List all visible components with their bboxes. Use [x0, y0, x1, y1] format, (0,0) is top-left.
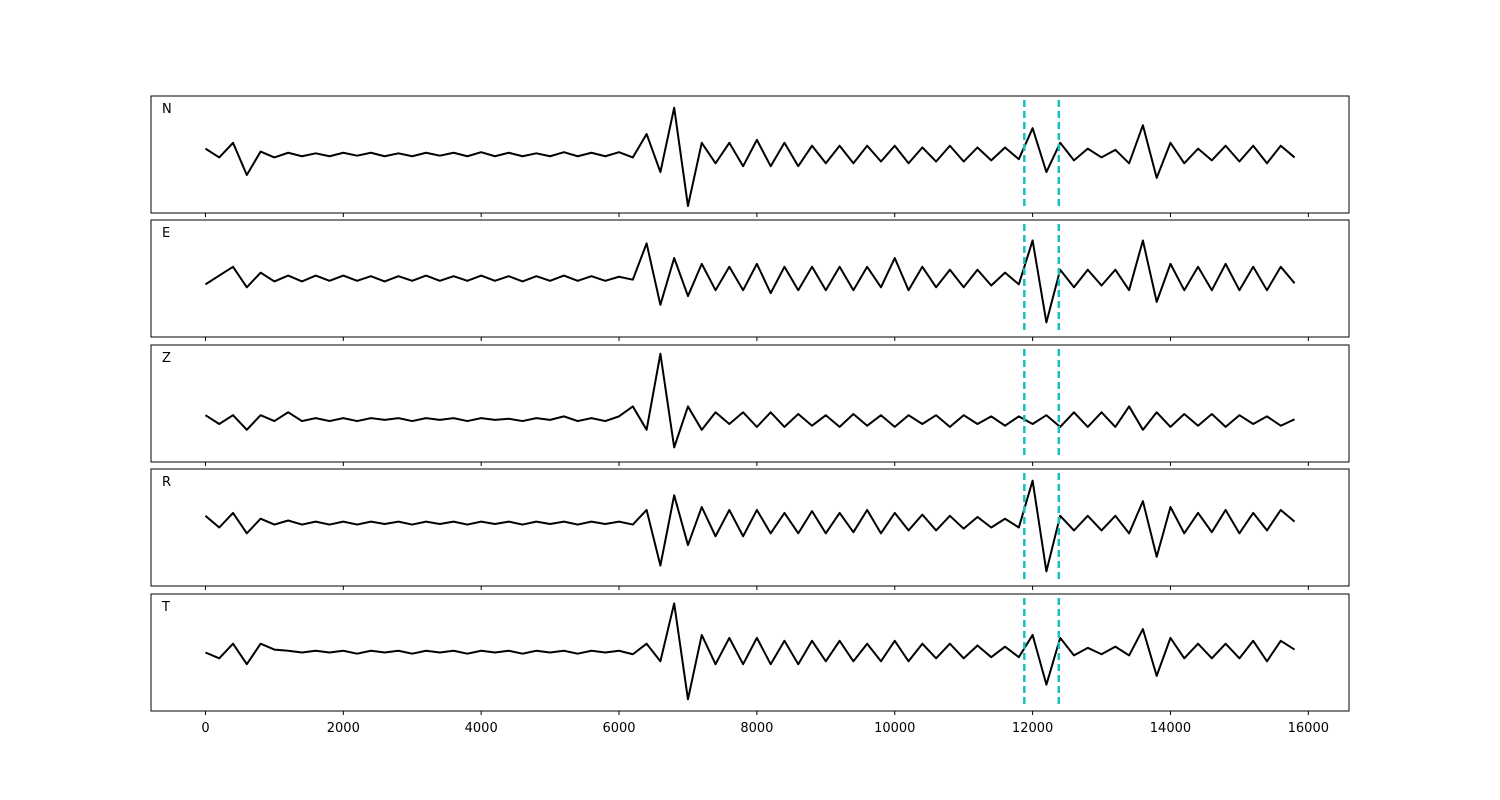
x-tick-label: 14000	[1150, 721, 1191, 736]
panel-frame	[150, 95, 1350, 214]
x-tick-label: 4000	[465, 721, 498, 736]
panel-frame	[150, 344, 1350, 463]
x-tick-label: 6000	[602, 721, 635, 736]
x-tick-label: 0	[201, 721, 209, 736]
x-tick-label: 16000	[1288, 721, 1329, 736]
x-tick-label: 12000	[1012, 721, 1053, 736]
trace	[204, 239, 1296, 324]
panel-label: T	[161, 600, 170, 615]
panel-label: N	[162, 102, 172, 117]
trace	[205, 602, 1296, 701]
trace	[204, 352, 1295, 449]
trace	[204, 106, 1296, 207]
panel-frame	[150, 593, 1350, 712]
trace	[204, 479, 1296, 573]
panel-label: R	[162, 475, 171, 490]
panel-label: Z	[162, 351, 171, 366]
panel-frame	[150, 219, 1350, 338]
panel-label: E	[162, 226, 170, 241]
panel-frame	[150, 468, 1350, 587]
x-tick-label: 8000	[740, 721, 773, 736]
x-tick-label: 2000	[327, 721, 360, 736]
x-tick-label: 10000	[874, 721, 915, 736]
